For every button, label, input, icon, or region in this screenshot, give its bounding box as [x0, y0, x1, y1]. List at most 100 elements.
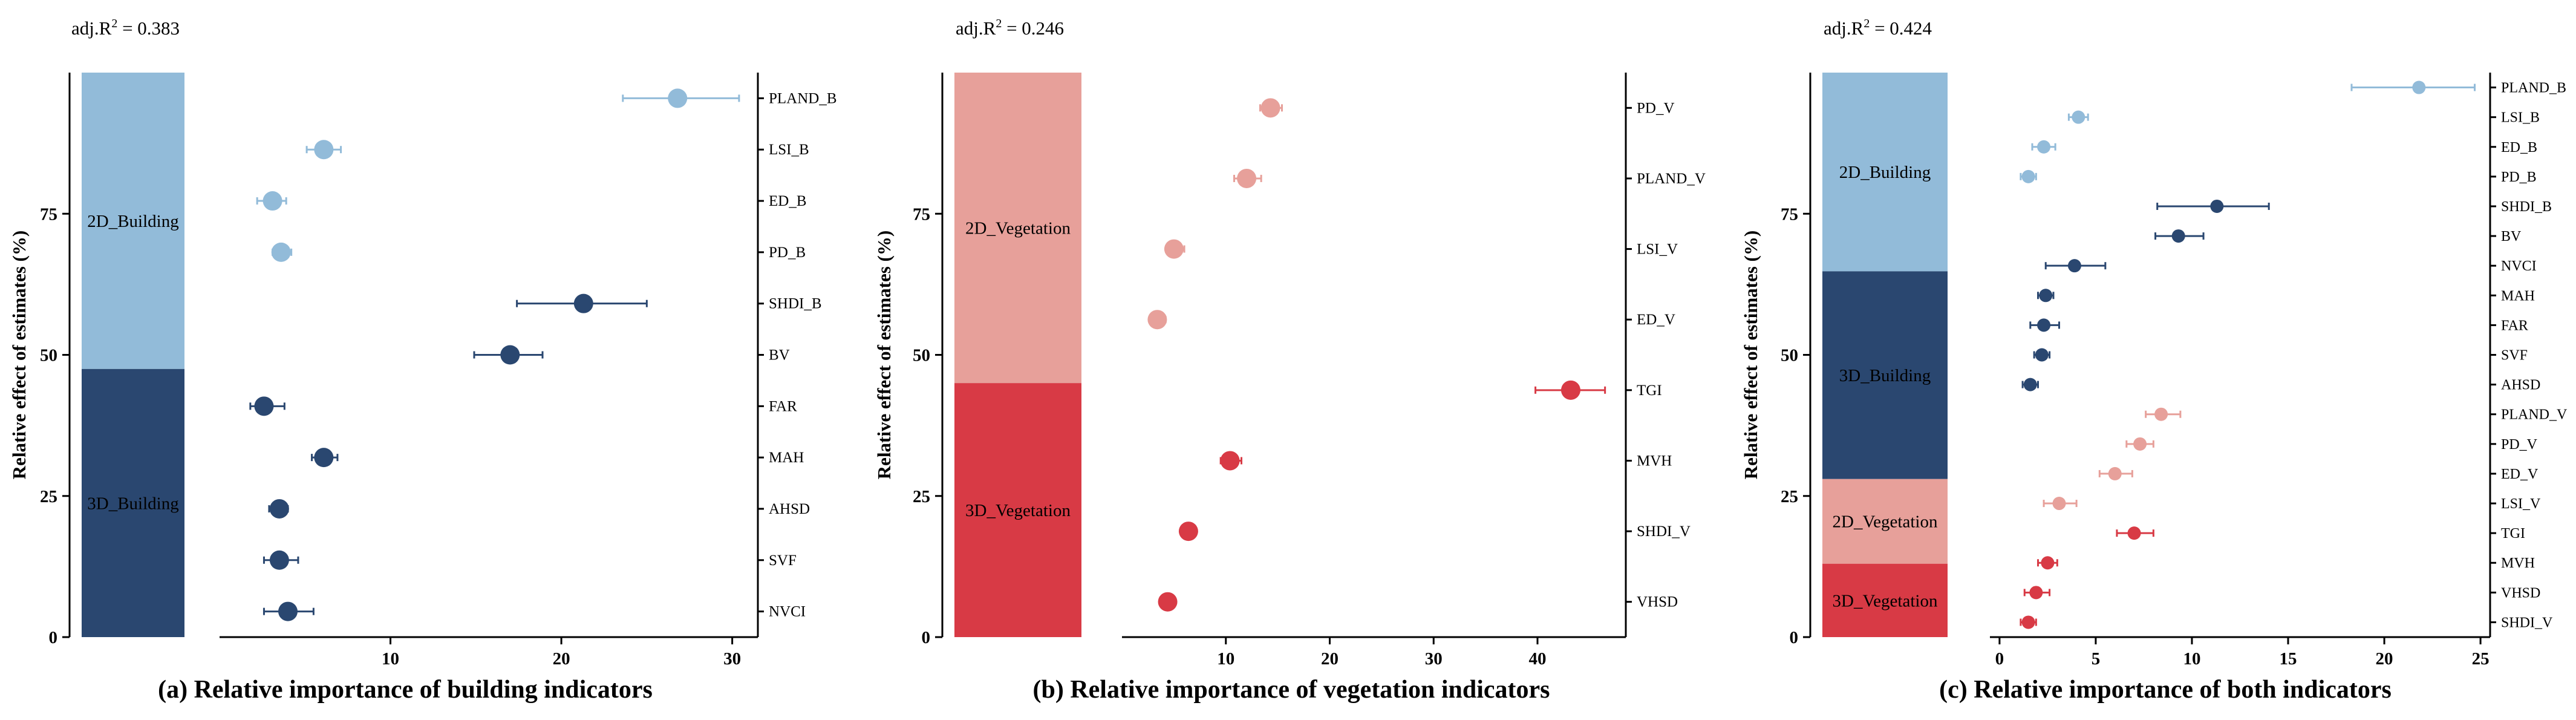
- estimate-point: [314, 140, 334, 160]
- group-bar-label: 2D_Vegetation: [1833, 512, 1938, 532]
- y-axis-label: Relative effect of estimates (%): [873, 231, 895, 479]
- indicator-label: FAR: [2501, 318, 2528, 333]
- y-tick-label: 75: [40, 205, 57, 224]
- estimate-point: [2021, 615, 2035, 629]
- indicator-label: ED_B: [769, 193, 807, 209]
- group-bar-label: 3D_Building: [87, 494, 178, 513]
- indicator-label: ED_V: [1637, 312, 1675, 328]
- estimate-point: [2023, 378, 2037, 391]
- group-bar-segment: [1822, 563, 1948, 637]
- indicator-label: MAH: [2501, 288, 2535, 304]
- caption-text: Relative importance of vegetation indica…: [1064, 676, 1550, 704]
- estimate-point: [2039, 289, 2053, 303]
- group-bar-label: 3D_Vegetation: [1833, 591, 1938, 610]
- indicator-label: PD_V: [2501, 437, 2538, 453]
- indicator-label: SHDI_B: [2501, 199, 2552, 215]
- estimate-point: [2171, 229, 2185, 243]
- adj-r2-label: adj.R2 = 0.383: [71, 17, 180, 39]
- indicator-label: LSI_V: [2501, 496, 2541, 512]
- adj-r2-value: = 0.383: [117, 18, 180, 39]
- indicator-label: MVH: [2501, 555, 2535, 571]
- indicator-label: NVCI: [2501, 258, 2537, 274]
- x-tick-label: 30: [1425, 649, 1443, 669]
- estimate-point: [314, 448, 334, 468]
- y-axis-label: Relative effect of estimates (%): [8, 231, 30, 479]
- y-tick-label: 75: [1781, 205, 1798, 224]
- adj-r2-label: adj.R2 = 0.424: [1824, 17, 1932, 39]
- group-bar-segment: [1822, 73, 1948, 272]
- group-bar-label: 2D_Building: [87, 212, 178, 231]
- x-tick-label: 20: [2376, 649, 2393, 669]
- estimate-point: [278, 601, 298, 621]
- indicator-label: TGI: [2501, 526, 2525, 542]
- indicator-label: VHSD: [2501, 585, 2540, 601]
- adj-r2-value: = 0.246: [1002, 18, 1064, 39]
- adj-r2-text: adj.R: [71, 18, 112, 39]
- y-tick-label: 0: [922, 628, 931, 647]
- y-tick-label: 0: [1790, 628, 1799, 647]
- indicator-label: PLAND_B: [769, 90, 837, 106]
- indicator-label: AHSD: [2501, 378, 2540, 393]
- estimate-point: [2037, 140, 2051, 154]
- estimate-point: [2037, 318, 2051, 332]
- panel-caption: (c) Relative importance of both indicato…: [1939, 676, 2392, 704]
- estimate-point: [1158, 592, 1178, 612]
- estimate-point: [2127, 526, 2141, 540]
- x-tick-label: 20: [1321, 649, 1339, 669]
- group-bar-segment: [1822, 479, 1948, 564]
- estimate-point: [2041, 556, 2055, 570]
- indicator-label: BV: [2501, 229, 2522, 244]
- group-bar-segment: [1822, 271, 1948, 479]
- indicator-label: TGI: [1637, 382, 1662, 399]
- group-bar-segment: [954, 383, 1081, 637]
- caption-text: Relative importance of both indicators: [1968, 676, 2392, 704]
- indicator-label: PD_B: [2501, 169, 2537, 185]
- indicator-label: SHDI_B: [769, 296, 822, 312]
- indicator-label: ED_B: [2501, 140, 2537, 155]
- y-tick-label: 25: [1781, 487, 1798, 506]
- x-tick-label: 5: [2092, 649, 2101, 669]
- x-tick-label: 40: [1529, 649, 1547, 669]
- estimate-point: [1178, 522, 1198, 542]
- estimate-point: [2210, 199, 2224, 213]
- estimate-point: [2108, 466, 2122, 480]
- indicator-label: MAH: [769, 450, 804, 466]
- estimate-point: [2067, 259, 2081, 273]
- estimate-point: [2029, 586, 2043, 600]
- indicator-label: PLAND_V: [1637, 171, 1706, 187]
- estimate-point: [1147, 310, 1167, 330]
- group-bar-label: 3D_Vegetation: [965, 501, 1071, 520]
- caption-text: Relative importance of building indicato…: [187, 676, 653, 704]
- adj-r2-text: adj.R: [956, 18, 996, 39]
- indicator-label: LSI_B: [2501, 110, 2540, 126]
- estimate-point: [2021, 169, 2035, 183]
- indicator-label: AHSD: [769, 501, 810, 517]
- estimate-point: [1237, 168, 1257, 188]
- estimate-point: [254, 396, 274, 416]
- panel-caption: (a) Relative importance of building indi…: [158, 676, 653, 704]
- indicator-label: PD_B: [769, 244, 806, 261]
- y-tick-label: 50: [1781, 346, 1798, 365]
- group-bar-label: 2D_Vegetation: [965, 219, 1071, 238]
- indicator-label: LSI_V: [1637, 241, 1678, 258]
- caption-prefix: (b): [1032, 676, 1063, 704]
- caption-prefix: (c): [1939, 676, 1968, 704]
- chart-panel-b: adj.R2 = 0.246 Relative effect of estimat…: [873, 17, 1706, 704]
- estimate-point: [271, 242, 291, 262]
- estimate-point: [1220, 451, 1240, 471]
- indicator-label: LSI_B: [769, 142, 809, 158]
- indicator-label: PD_V: [1637, 100, 1675, 116]
- x-tick-label: 10: [382, 649, 399, 669]
- estimate-point: [1260, 98, 1280, 118]
- indicator-label: NVCI: [769, 604, 806, 620]
- chart-panel-a: adj.R2 = 0.383 Relative effect of estimat…: [8, 17, 837, 704]
- indicator-label: PLAND_V: [2501, 407, 2568, 423]
- group-bar-label: 2D_Building: [1839, 163, 1931, 182]
- estimate-point: [2412, 80, 2426, 94]
- panel-caption: (b) Relative importance of vegetation in…: [1032, 676, 1550, 704]
- adj-r2-label: adj.R2 = 0.246: [956, 17, 1064, 39]
- adj-r2-text: adj.R: [1824, 18, 1864, 39]
- adj-r2-superscript: 2: [111, 17, 117, 30]
- estimate-point: [573, 293, 593, 313]
